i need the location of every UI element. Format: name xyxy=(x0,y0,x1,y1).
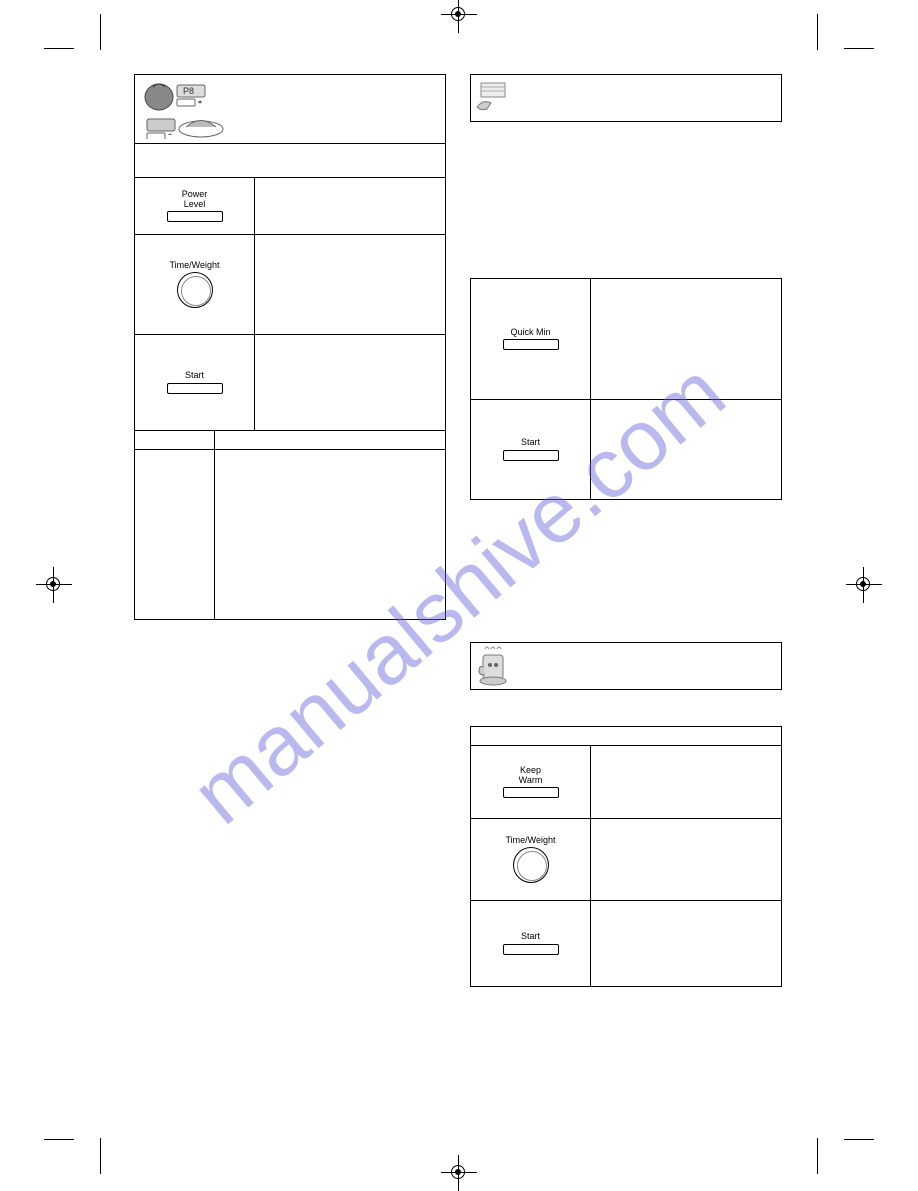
power-level-label: PowerLevel xyxy=(182,190,208,210)
time-weight-label: Time/Weight xyxy=(169,261,219,271)
table-cell xyxy=(135,450,215,619)
note-box xyxy=(470,642,782,690)
table-header-cell xyxy=(135,431,215,449)
crop-mark xyxy=(100,1138,101,1174)
crop-mark xyxy=(844,48,874,49)
button-icon xyxy=(167,383,223,394)
registration-mark-icon xyxy=(854,575,874,595)
left-column: P8 PowerLevel Time/Weight xyxy=(134,74,446,620)
crop-mark xyxy=(44,1139,74,1140)
right-column: Quick Min Start xyxy=(470,74,782,987)
hot-cup-illustration-icon xyxy=(471,645,511,687)
button-icon xyxy=(503,944,559,955)
registration-mark-icon xyxy=(449,5,469,25)
table-cell xyxy=(591,819,781,900)
dial-icon xyxy=(513,847,549,883)
power-level-table xyxy=(134,431,446,620)
table-cell: Start xyxy=(471,901,591,986)
start-label: Start xyxy=(185,371,204,381)
time-weight-label: Time/Weight xyxy=(505,836,555,846)
registration-mark-icon xyxy=(44,575,64,595)
table-cell xyxy=(255,235,445,334)
table-cell xyxy=(591,400,781,499)
note-box xyxy=(470,74,782,122)
keep-warm-table: KeepWarm Time/Weight Start xyxy=(470,746,782,987)
section-header-box: P8 xyxy=(134,74,446,144)
sub-header-box xyxy=(470,726,782,746)
crop-mark xyxy=(44,48,74,49)
dial-icon xyxy=(177,272,213,308)
start-label: Start xyxy=(521,438,540,448)
table-cell xyxy=(591,901,781,986)
instruction-table: PowerLevel Time/Weight Start xyxy=(134,178,446,431)
table-cell: KeepWarm xyxy=(471,746,591,818)
svg-text:P8: P8 xyxy=(183,86,194,96)
crop-mark xyxy=(817,1138,818,1174)
table-header-cell xyxy=(215,431,445,449)
wiping-illustration-icon xyxy=(473,79,509,115)
button-icon xyxy=(167,211,223,222)
crop-mark xyxy=(100,14,101,50)
button-icon xyxy=(503,450,559,461)
table-cell xyxy=(255,178,445,234)
table-cell: Start xyxy=(135,335,255,430)
table-cell: Time/Weight xyxy=(471,819,591,900)
food-illustration-icon: P8 xyxy=(141,79,241,139)
crop-mark xyxy=(817,14,818,50)
sub-header-box xyxy=(134,144,446,178)
keep-warm-label: KeepWarm xyxy=(519,766,543,786)
table-cell: PowerLevel xyxy=(135,178,255,234)
table-cell: Quick Min xyxy=(471,279,591,399)
registration-mark-icon xyxy=(449,1163,469,1183)
table-cell: Time/Weight xyxy=(135,235,255,334)
table-cell xyxy=(591,279,781,399)
start-label: Start xyxy=(521,932,540,942)
table-cell xyxy=(255,335,445,430)
quick-min-table: Quick Min Start xyxy=(470,278,782,500)
table-cell: Start xyxy=(471,400,591,499)
table-cell xyxy=(215,450,445,619)
button-icon xyxy=(503,787,559,798)
quick-min-label: Quick Min xyxy=(510,328,550,338)
table-cell xyxy=(591,746,781,818)
button-icon xyxy=(503,339,559,350)
crop-mark xyxy=(844,1139,874,1140)
